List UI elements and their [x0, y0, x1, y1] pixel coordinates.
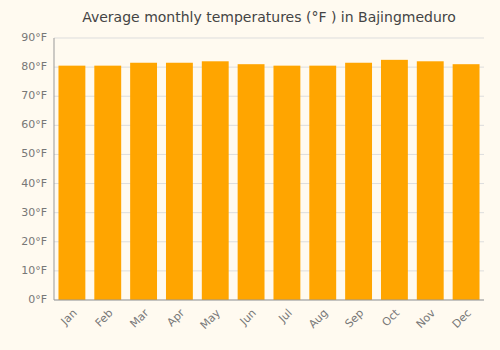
- grid-line: [54, 300, 484, 301]
- y-tick-label: 70°F: [21, 89, 47, 102]
- y-grid: [54, 38, 484, 300]
- x-tick-label: Sep: [343, 307, 367, 331]
- x-tick-label: Jul: [275, 307, 294, 326]
- y-axis-line: [54, 38, 55, 300]
- x-tick-label: Jun: [237, 307, 259, 329]
- x-tick-label: Jan: [58, 307, 80, 329]
- chart-container: 0°F 10°F 20°F 30°F 40°F 50°F 60°F 70°F 80°F 90°F J…: [0, 0, 500, 350]
- bar: [130, 63, 157, 300]
- y-tick-label: 50°F: [21, 147, 47, 160]
- bar: [381, 60, 408, 300]
- x-tick-label: Apr: [165, 306, 188, 329]
- x-tick-label: Feb: [93, 307, 116, 330]
- y-tick-label: 30°F: [21, 206, 47, 219]
- y-tick-label: 80°F: [21, 60, 47, 73]
- y-tick-label: 20°F: [21, 235, 47, 248]
- x-tick-label: Dec: [450, 307, 474, 331]
- bar: [238, 64, 265, 300]
- y-tick-label: 90°F: [21, 31, 47, 44]
- x-tick-label: Aug: [306, 307, 330, 331]
- background: [0, 0, 500, 350]
- x-tick-label: Oct: [380, 306, 403, 329]
- y-tick-label: 40°F: [21, 177, 47, 190]
- x-tick-label: May: [198, 306, 224, 332]
- x-tick-label: Mar: [127, 306, 151, 330]
- bars: [58, 60, 479, 300]
- chart-svg: 0°F 10°F 20°F 30°F 40°F 50°F 60°F 70°F 80°F 90°F J…: [0, 0, 500, 350]
- bar: [309, 66, 336, 300]
- bar: [453, 64, 480, 300]
- x-axis-line: [54, 300, 484, 301]
- y-tick-label: 10°F: [21, 264, 47, 277]
- page: {"chart_data": {"type": "bar", "title": …: [0, 0, 500, 350]
- bar: [202, 61, 229, 300]
- x-tick-label: Nov: [414, 306, 439, 331]
- bar: [58, 66, 85, 300]
- bar: [94, 66, 121, 300]
- bar: [345, 63, 372, 300]
- bar: [166, 63, 193, 300]
- bar: [273, 66, 300, 300]
- y-tick-label: 60°F: [21, 118, 47, 131]
- y-tick-label: 0°F: [28, 293, 47, 306]
- chart-title: Average monthly temperatures (°F ) in Ba…: [82, 9, 456, 25]
- grid-line: [54, 38, 484, 39]
- bar: [417, 61, 444, 300]
